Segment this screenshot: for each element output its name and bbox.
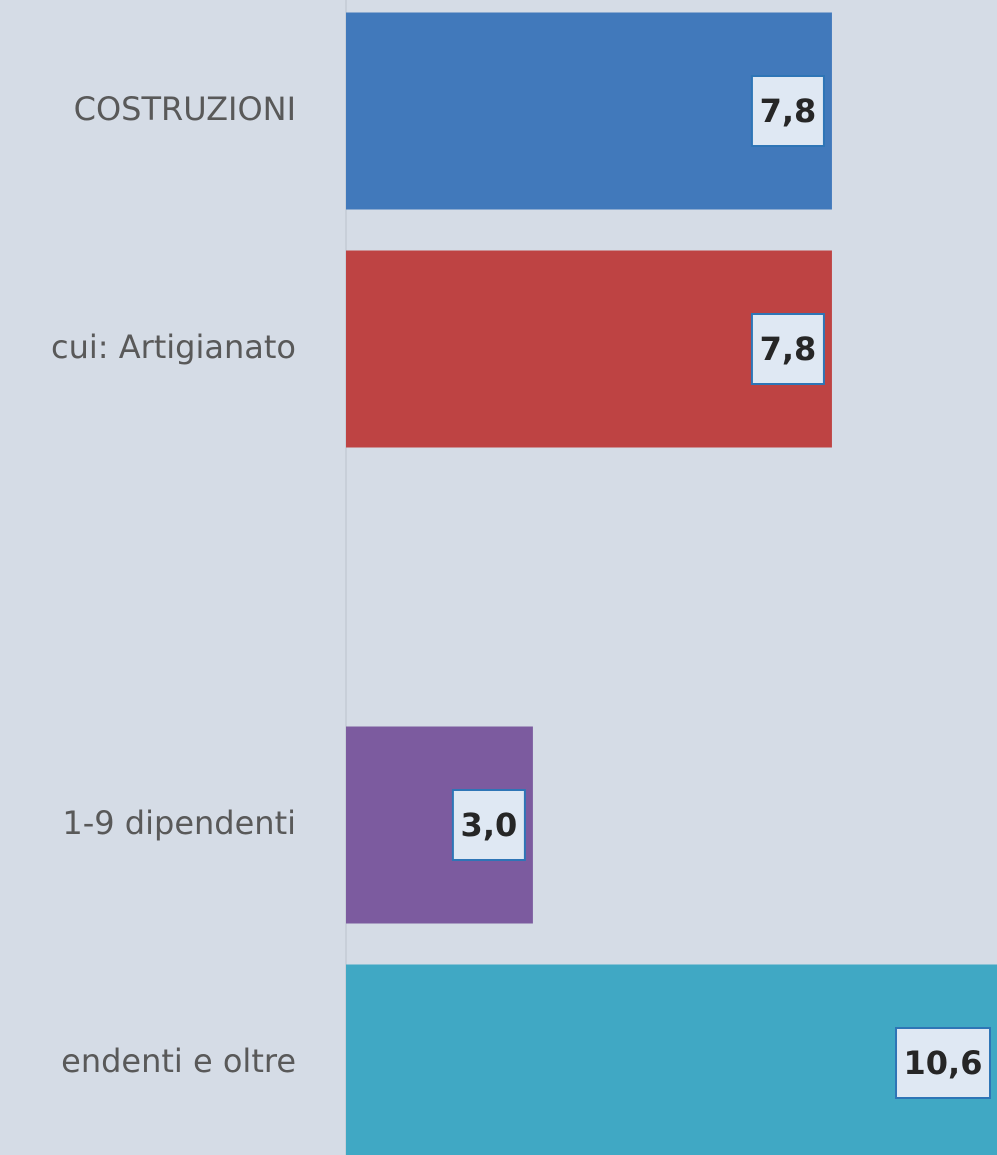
category-label: 1-9 dipendenti xyxy=(62,804,296,842)
value-label: 7,8 xyxy=(760,92,817,130)
bar xyxy=(346,964,997,1155)
category-label: cui: Artigianato xyxy=(51,328,296,366)
value-label: 3,0 xyxy=(461,806,518,844)
category-label: COSTRUZIONI xyxy=(74,90,296,128)
value-label-box xyxy=(895,1027,991,1099)
value-label-box xyxy=(750,75,825,147)
category-label: endenti e oltre xyxy=(61,1042,296,1080)
value-label: 7,8 xyxy=(760,330,817,368)
value-label-box xyxy=(750,313,825,385)
value-label-box xyxy=(451,789,526,861)
value-label: 10,6 xyxy=(904,1044,983,1082)
